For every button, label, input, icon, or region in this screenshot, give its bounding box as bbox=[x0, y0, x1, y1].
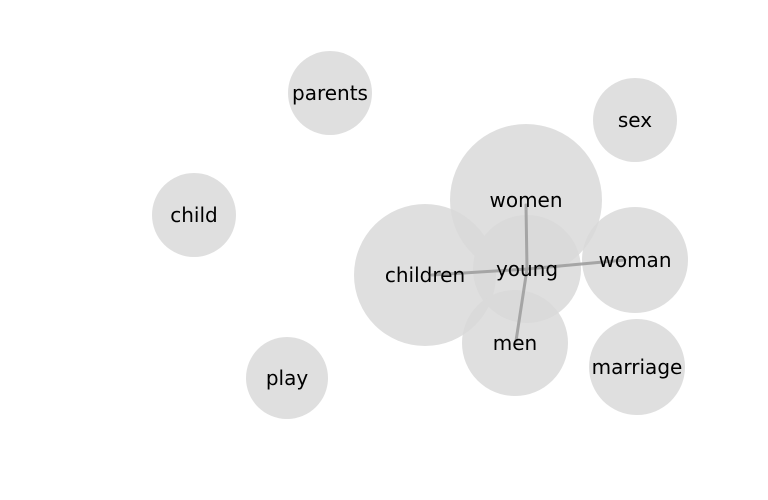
node-marriage bbox=[589, 319, 685, 415]
node-men bbox=[462, 290, 568, 396]
node-parents bbox=[288, 51, 372, 135]
node-label-women: women bbox=[489, 188, 562, 212]
node-sex bbox=[593, 78, 677, 162]
node-label-play: play bbox=[266, 366, 309, 390]
edge-young-men bbox=[514, 267, 529, 343]
labels-layer: parents sex child women children woman young me… bbox=[170, 81, 682, 390]
edge-young-woman bbox=[525, 258, 627, 271]
node-label-marriage: marriage bbox=[592, 355, 683, 379]
node-play bbox=[246, 337, 328, 419]
node-label-young: young bbox=[496, 257, 558, 281]
edges-layer bbox=[430, 203, 627, 343]
node-children bbox=[354, 204, 496, 346]
edge-young-children bbox=[430, 267, 529, 277]
node-woman bbox=[582, 207, 688, 313]
node-label-sex: sex bbox=[618, 108, 652, 132]
node-child bbox=[152, 173, 236, 257]
node-label-child: child bbox=[170, 203, 217, 227]
node-label-men: men bbox=[493, 331, 537, 355]
edge-young-women bbox=[524, 203, 529, 271]
node-label-parents: parents bbox=[292, 81, 368, 105]
node-label-woman: woman bbox=[598, 248, 671, 272]
node-label-children: children bbox=[385, 263, 465, 287]
